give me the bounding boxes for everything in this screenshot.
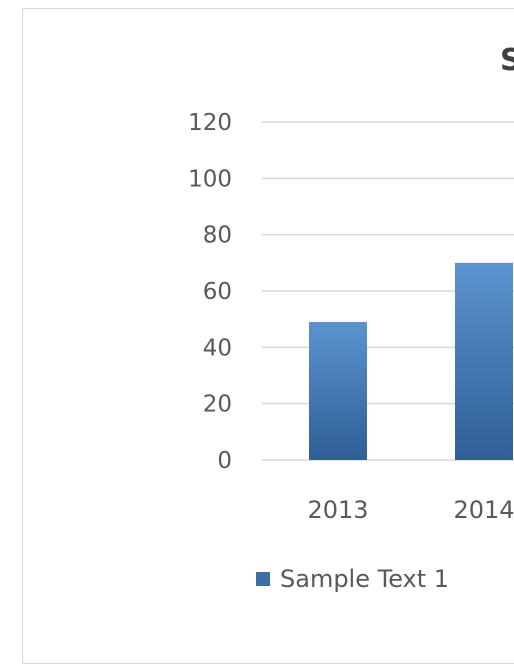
y-tick-label: 120 bbox=[188, 110, 232, 136]
legend-swatch bbox=[256, 572, 270, 586]
x-axis-category-labels: 2013 2014 bbox=[307, 496, 514, 524]
x-category-label: 2013 bbox=[307, 496, 368, 524]
bars bbox=[309, 262, 513, 460]
y-tick-label: 40 bbox=[203, 335, 232, 361]
y-tick-label: 80 bbox=[203, 223, 232, 249]
legend: Sample Text 1 bbox=[256, 565, 449, 593]
y-tick-label: 60 bbox=[203, 279, 232, 305]
bar-2014 bbox=[455, 262, 513, 460]
chart-panel bbox=[22, 8, 514, 664]
bar-2013 bbox=[309, 321, 367, 460]
legend-label: Sample Text 1 bbox=[280, 565, 449, 593]
gridlines bbox=[262, 121, 514, 461]
y-axis-tick-labels: 0 20 40 60 80 100 120 bbox=[188, 110, 232, 474]
y-tick-label: 100 bbox=[188, 166, 232, 192]
chart-title: S bbox=[500, 43, 514, 78]
y-tick-label: 0 bbox=[217, 448, 232, 474]
x-category-label: 2014 bbox=[453, 496, 514, 524]
y-tick-label: 20 bbox=[203, 392, 232, 418]
